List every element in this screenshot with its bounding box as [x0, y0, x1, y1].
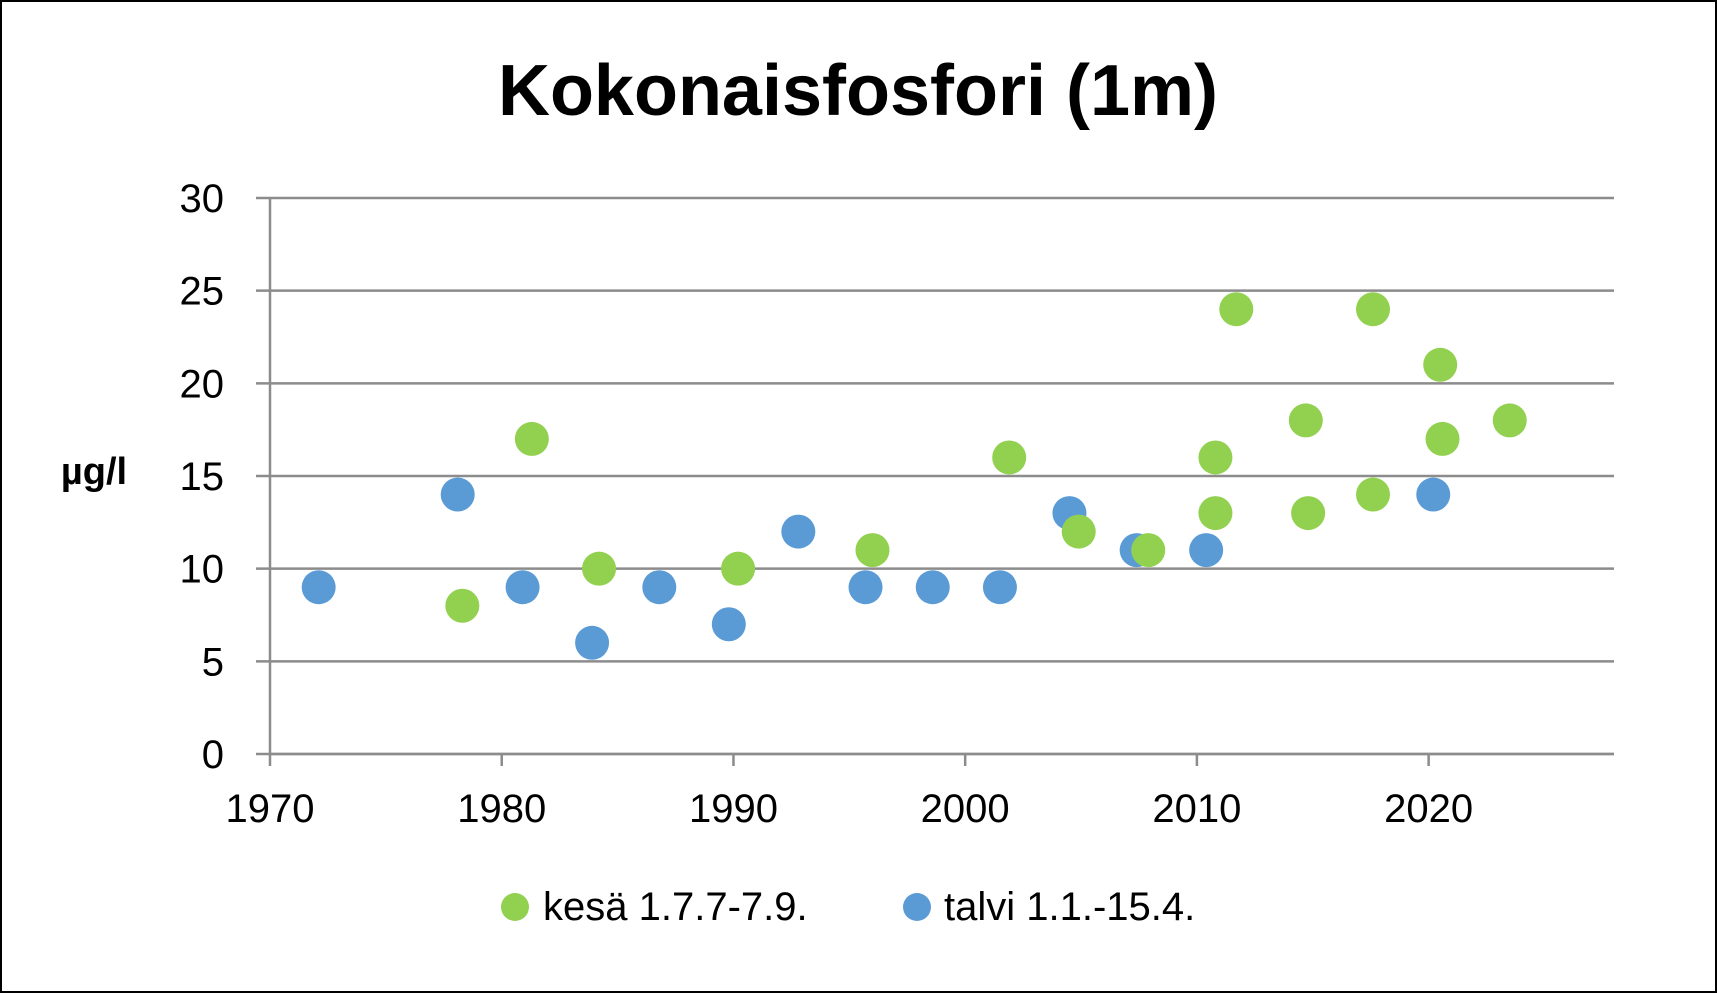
- talvi-point: [711, 607, 746, 642]
- axes: [268, 198, 1614, 766]
- kesa-point: [1356, 477, 1391, 512]
- kesa-point: [992, 440, 1027, 475]
- talvi-point: [1189, 533, 1224, 568]
- data-points: [301, 292, 1527, 660]
- x-tick-label: 2000: [921, 787, 1010, 831]
- kesa-point: [721, 551, 756, 586]
- x-tick-label: 1970: [226, 787, 315, 831]
- kesa-point: [1356, 292, 1391, 327]
- legend-marker-kesa: [501, 893, 529, 921]
- legend: kesä 1.7.7-7.9. talvi 1.1.-15.4.: [501, 885, 1195, 929]
- kesa-point: [1219, 292, 1254, 327]
- kesa-point: [1423, 347, 1458, 382]
- y-tick-label: 15: [180, 455, 225, 499]
- legend-label-talvi: talvi 1.1.-15.4.: [944, 885, 1195, 929]
- talvi-point: [642, 570, 677, 605]
- kesa-point: [855, 533, 890, 568]
- talvi-point: [301, 570, 336, 605]
- kesa-point: [1131, 533, 1166, 568]
- talvi-point: [1416, 477, 1451, 512]
- chart-title: Kokonaisfosfori (1m): [498, 51, 1218, 131]
- talvi-point: [982, 570, 1017, 605]
- x-tick-label: 1990: [689, 787, 778, 831]
- talvi-point: [440, 477, 475, 512]
- y-tick-label: 20: [180, 362, 225, 406]
- talvi-point: [505, 570, 540, 605]
- talvi-point: [575, 625, 610, 660]
- x-tick-label: 2010: [1152, 787, 1241, 831]
- talvi-point: [781, 514, 816, 549]
- y-tick-label: 10: [180, 548, 225, 592]
- kesa-point: [1061, 514, 1096, 549]
- gridlines: [256, 196, 1614, 756]
- y-tick-label: 5: [202, 640, 224, 684]
- kesa-point: [514, 421, 549, 456]
- x-tick-label: 1980: [457, 787, 546, 831]
- legend-label-kesa: kesä 1.7.7-7.9.: [543, 885, 808, 929]
- tick-labels: 0 5 10 15 20 25 30 1970 1980 1990 2000 2010 2020: [180, 177, 1474, 831]
- talvi-point: [848, 570, 883, 605]
- y-tick-label: 30: [180, 177, 225, 221]
- kesa-point: [1198, 496, 1233, 531]
- kesa-point: [1291, 496, 1326, 531]
- kesa-point: [1492, 403, 1527, 438]
- x-tick-label: 2020: [1384, 787, 1473, 831]
- y-axis-label: µg/l: [61, 451, 127, 493]
- kesa-point: [1425, 421, 1460, 456]
- kesa-point: [1288, 403, 1323, 438]
- y-tick-label: 25: [180, 270, 225, 314]
- kesa-point: [1198, 440, 1233, 475]
- kesa-point: [445, 588, 480, 623]
- y-tick-label: 0: [202, 733, 224, 777]
- kesa-point: [582, 551, 617, 586]
- talvi-point: [915, 570, 950, 605]
- legend-marker-talvi: [903, 893, 931, 921]
